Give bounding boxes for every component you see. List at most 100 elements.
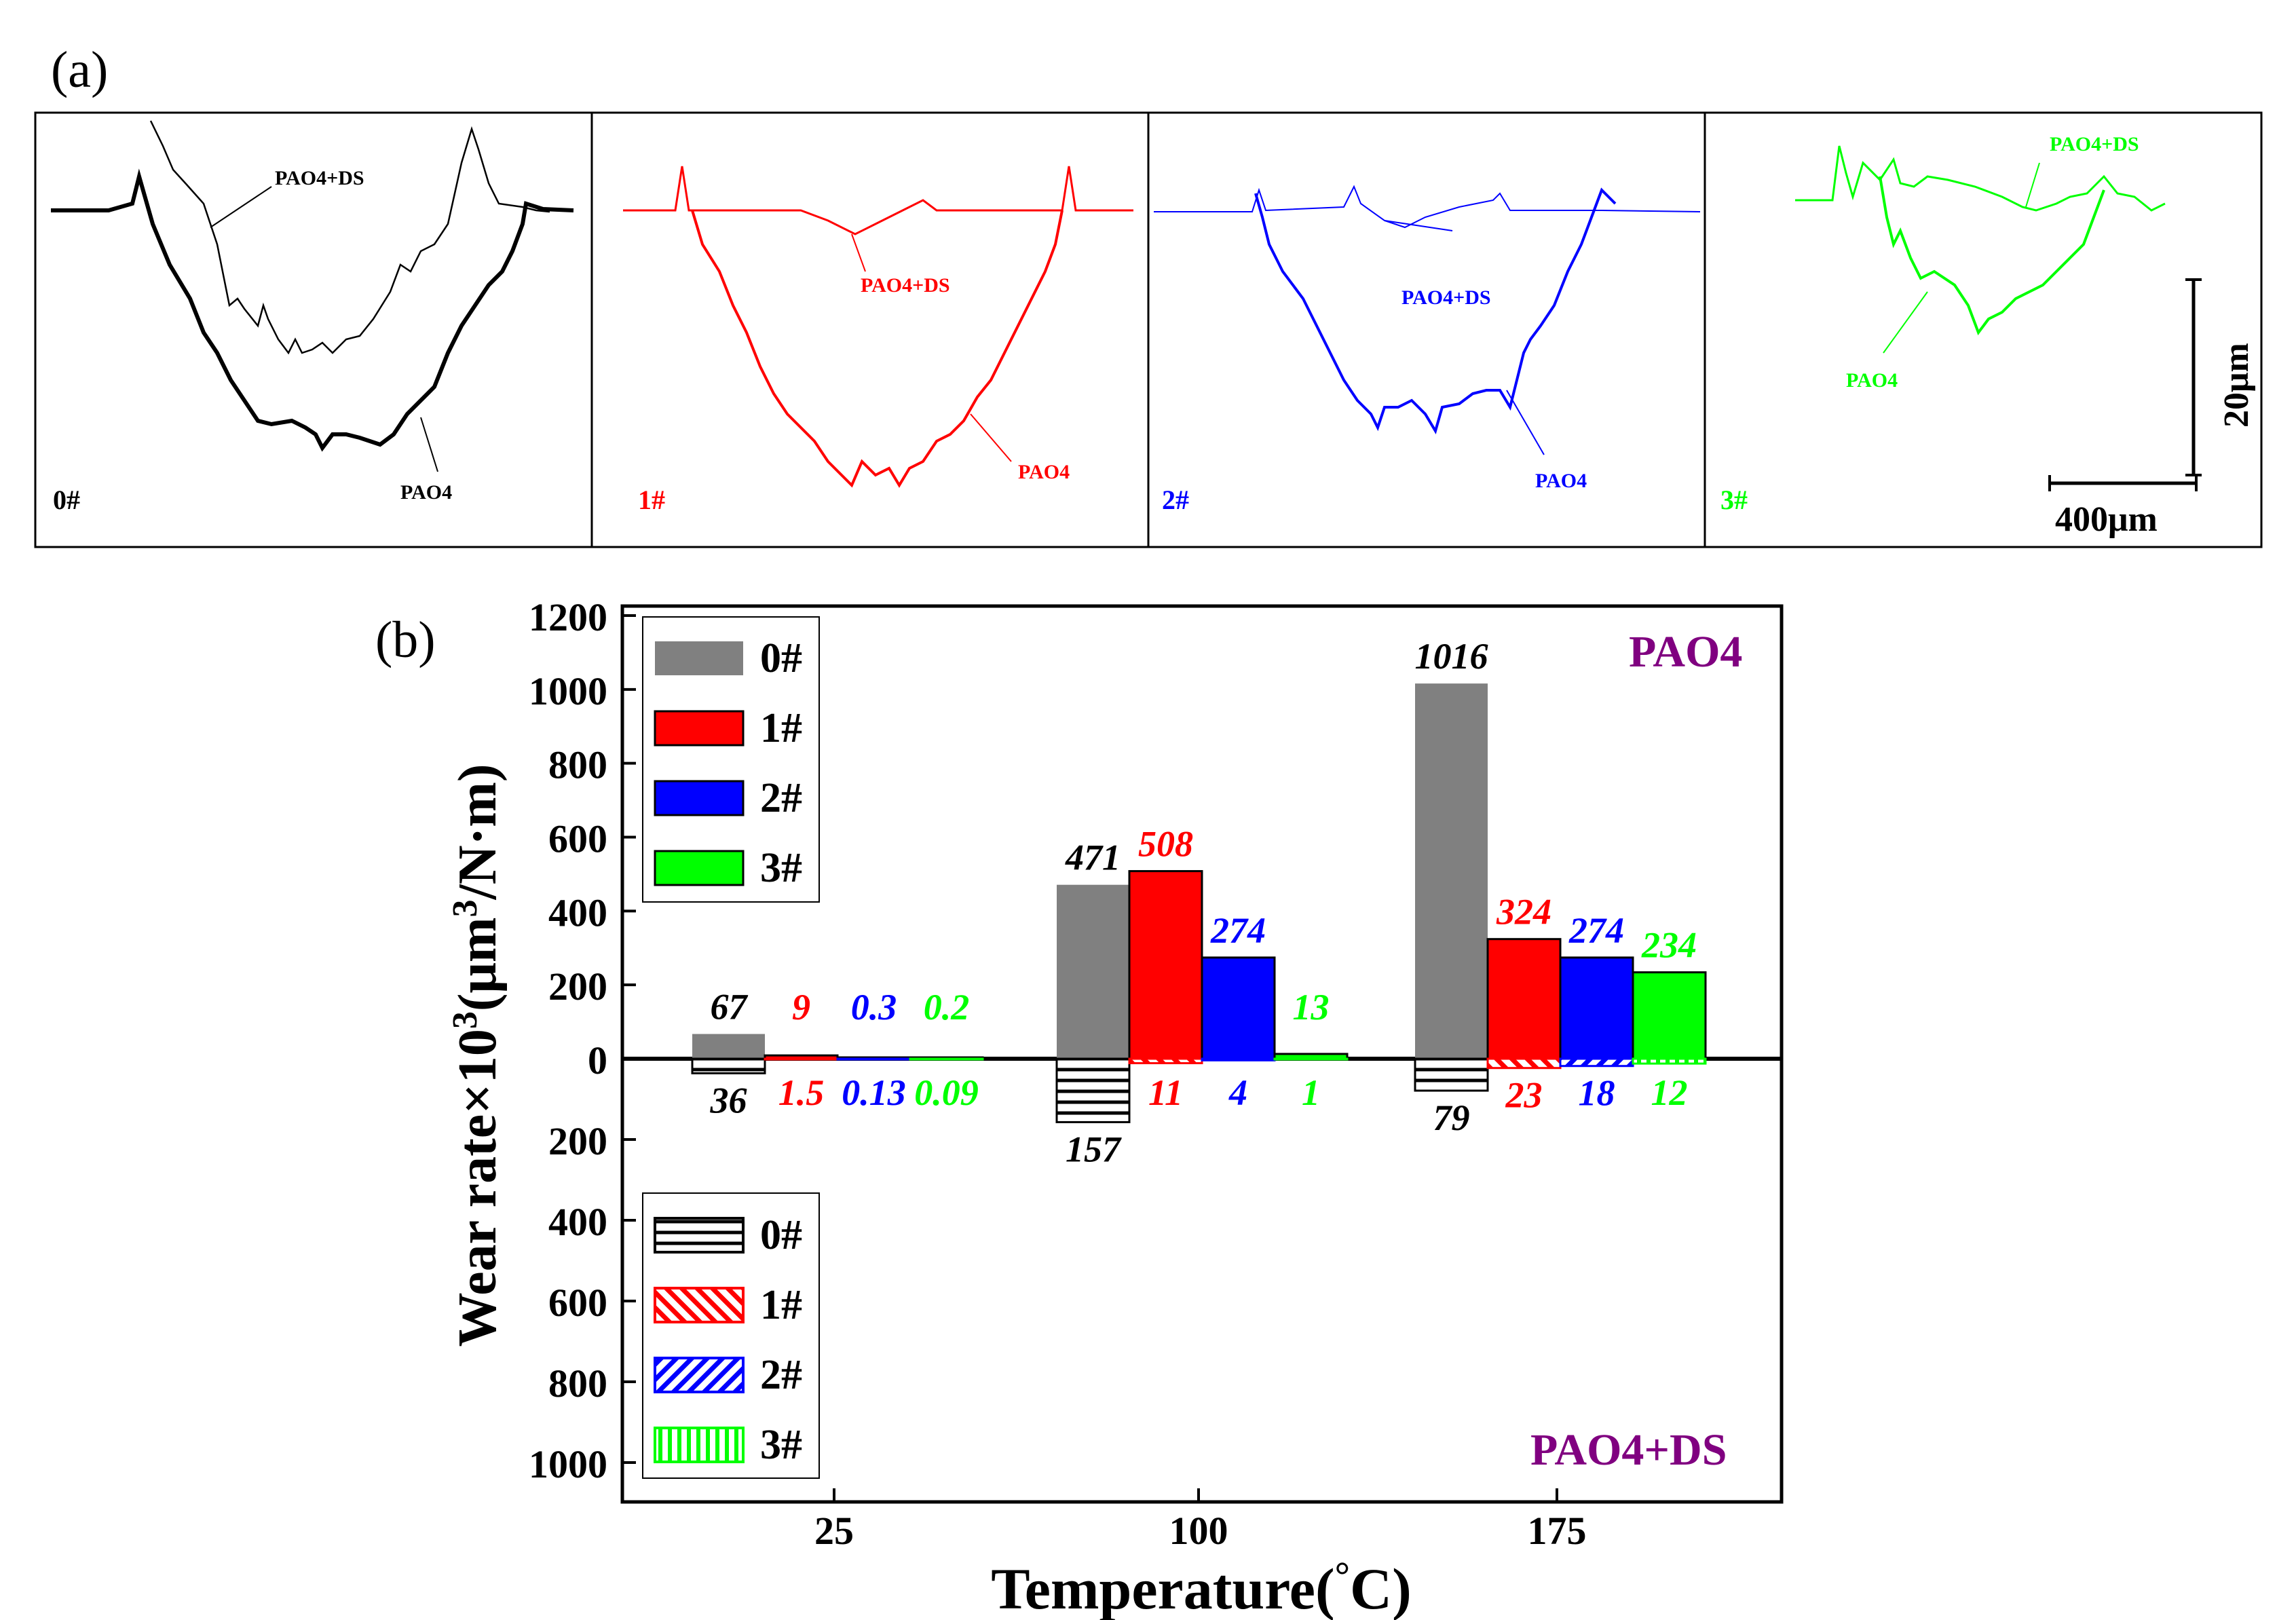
x-tick-label-2: 175	[1528, 1509, 1587, 1553]
bar-label-pao4ds-3-100: 1	[1302, 1072, 1320, 1113]
profile-2-upper-label: PAO4+DS	[1401, 286, 1491, 309]
legend-pao4ds-label-0: 0#	[760, 1212, 802, 1258]
y-axis-title-part3: /N·m)	[448, 764, 508, 900]
bar-label-pao4-1-25: 9	[792, 987, 810, 1028]
legend-pao4-label-3: 3#	[760, 845, 802, 891]
profile-2-id-label: 2#	[1162, 485, 1189, 515]
profile-3-id-label: 3#	[1720, 485, 1748, 515]
y-tick-label-upper-5: 1000	[529, 669, 607, 713]
y-axis-title-part1: Wear rate×10	[448, 1029, 508, 1346]
profile-1-pao4ds-curve	[623, 166, 1133, 236]
profile-3-upper-arrow	[2025, 162, 2040, 208]
bar-pao4ds-2-175	[1559, 1057, 1634, 1068]
scale-bar-horizontal-label: 400μm	[2055, 500, 2158, 539]
y-tick-label-lower-1: 400	[548, 1200, 607, 1244]
bar-label-pao4ds-2-25: 0.13	[842, 1072, 906, 1113]
legend-pao4ds-swatch-1	[654, 1287, 745, 1323]
y-tick-label-upper-4: 800	[548, 743, 607, 787]
bar-pao4-0-175	[1415, 683, 1488, 1059]
bar-label-pao4ds-3-175: 12	[1651, 1072, 1688, 1113]
bar-label-pao4-0-100: 471	[1065, 837, 1121, 878]
x-axis-title-unit: C)	[1350, 1556, 1412, 1620]
profile-0-upper-arrow	[210, 186, 272, 228]
y-tick-label-lower-2: 600	[548, 1281, 607, 1325]
y-tick-label-upper-6: 1200	[529, 595, 607, 639]
bar-label-pao4-1-100: 508	[1138, 824, 1193, 865]
bar-pao4-2-100	[1201, 956, 1276, 1060]
plot-frame	[620, 604, 1784, 1504]
bar-label-pao4-3-175: 234	[1641, 925, 1697, 966]
profile-1-upper-label: PAO4+DS	[861, 274, 950, 297]
legend-pao4ds-swatch-2	[654, 1357, 745, 1393]
bar-label-pao4ds-1-100: 11	[1148, 1072, 1183, 1113]
bar-pao4ds-3-175	[1632, 1057, 1707, 1065]
y-axis-title-part2: (μm	[448, 917, 508, 1011]
y-axis-title-sup2: 3	[446, 899, 485, 917]
y-tick-label-upper-1: 200	[548, 964, 607, 1009]
bar-label-pao4-3-100: 13	[1293, 987, 1330, 1028]
bar-label-pao4ds-1-25: 1.5	[778, 1072, 825, 1113]
bar-pao4ds-0-100	[1055, 1057, 1131, 1123]
bars	[691, 683, 1707, 1123]
legend-pao4-label-1: 1#	[760, 705, 802, 751]
profile-0-pao4-curve	[51, 168, 574, 452]
profile-2-pao4-curve	[1254, 187, 1617, 434]
bar-pao4ds-0-175	[1414, 1057, 1489, 1092]
profile-1-pao4-curve	[691, 210, 1064, 488]
bar-pao4-0-25	[692, 1034, 765, 1059]
bar-pao4-1-175	[1486, 938, 1562, 1060]
legend-pao4-swatch-3	[654, 850, 745, 886]
bar-label-pao4ds-0-100: 157	[1066, 1129, 1122, 1169]
profile-3-lower-label: PAO4	[1846, 369, 1898, 392]
bar-label-pao4ds-3-25: 0.09	[914, 1072, 979, 1113]
profile-frame-2	[1147, 111, 1706, 548]
profile-0-pao4ds-curve	[149, 120, 550, 355]
legend-pao4ds-swatch-0	[654, 1217, 745, 1254]
region-label-bottom: PAO4+DS	[1530, 1425, 1727, 1475]
bar-pao4-1-100	[1128, 870, 1203, 1060]
profile-2-upper-arrow	[1384, 220, 1453, 231]
bar-label-pao4ds-2-175: 18	[1579, 1073, 1615, 1114]
profile-1-lower-arrow	[970, 413, 1012, 462]
bar-pao4ds-0-25	[691, 1057, 766, 1074]
x-axis-ticks: 25 100 175	[814, 1488, 1587, 1553]
bar-label-pao4-2-25: 0.3	[851, 987, 897, 1028]
profile-2-pao4ds-curve	[1154, 185, 1701, 229]
legend-pao4ds-swatch-3	[654, 1427, 745, 1463]
y-axis-title: Wear rate×103(μm3/N·m)	[446, 764, 508, 1346]
profile-frame-3	[1704, 111, 2263, 548]
y-axis-title-sup1: 3	[446, 1011, 485, 1029]
profile-0-id-label: 0#	[53, 485, 80, 515]
x-axis-title: Temperature(°C)	[991, 1555, 1412, 1620]
profile-3-lower-arrow	[1883, 291, 1928, 354]
legend-pao4-swatch-2	[654, 780, 745, 816]
bar-pao4ds-1-100	[1128, 1057, 1203, 1065]
bar-label-pao4ds-2-100: 4	[1228, 1072, 1247, 1113]
x-axis-title-main: Temperature(	[991, 1556, 1334, 1620]
profile-2-lower-arrow	[1506, 390, 1545, 455]
x-tick-label-0: 25	[814, 1509, 854, 1553]
profile-2-lower-label: PAO4	[1535, 470, 1587, 492]
bar-label-pao4ds-0-175: 79	[1433, 1097, 1470, 1138]
bar-pao4-0-100	[1057, 884, 1129, 1059]
y-tick-label-lower-4: 1000	[529, 1442, 607, 1486]
bar-label-pao4-0-175: 1016	[1415, 636, 1488, 677]
bar-label-pao4-0-25: 67	[711, 987, 749, 1028]
legend-pao4ds-label-1: 1#	[760, 1282, 802, 1328]
bar-label-pao4-2-175: 274	[1568, 910, 1624, 951]
y-tick-label-upper-2: 400	[548, 890, 607, 935]
profile-1-lower-label: PAO4	[1018, 461, 1070, 483]
region-label-top: PAO4	[1629, 627, 1742, 677]
profile-0-lower-arrow	[420, 417, 438, 472]
bar-label-pao4ds-0-25: 36	[710, 1080, 747, 1120]
bar-pao4ds-1-175	[1486, 1057, 1562, 1070]
wear-rate-chart: 0 200 400 600 800 1000 1200 200 400 600 800 1000 25…	[446, 595, 1784, 1620]
legend-pao4-label-0: 0#	[760, 635, 802, 681]
profile-1-id-label: 1#	[638, 485, 665, 515]
bar-label-pao4-3-25: 0.2	[924, 987, 970, 1028]
bar-pao4-3-175	[1632, 971, 1707, 1060]
x-tick-label-1: 100	[1169, 1509, 1228, 1553]
y-axis-ticks: 0 200 400 600 800 1000 1200 200 400 600 800 1000	[529, 595, 636, 1486]
x-axis-title-degree: °	[1335, 1555, 1350, 1597]
